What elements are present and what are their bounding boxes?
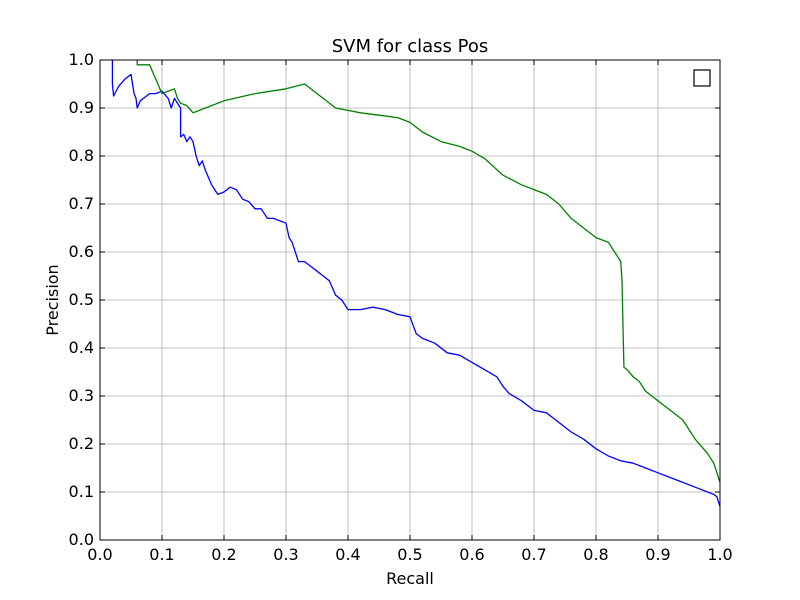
legend-box: [693, 69, 711, 87]
x-tick-label: 0.7: [521, 545, 546, 564]
y-tick-label: 0.2: [69, 434, 94, 453]
y-tick-label: 0.0: [69, 530, 94, 549]
y-tick-label: 0.8: [69, 146, 94, 165]
y-tick-label: 0.6: [69, 242, 94, 261]
series-line-blue: [111, 60, 721, 507]
y-tick-label: 0.5: [69, 290, 94, 309]
x-tick-label: 1.0: [707, 545, 732, 564]
y-tick-label: 0.4: [69, 338, 94, 357]
x-axis-label: Recall: [386, 569, 434, 588]
grid-lines: [99, 59, 721, 541]
axis-ticks: 0.0 0.1 0.2 0.3 0.4 0.5 0.6 0.7 0.8 0.9 1.0 0.0 0.1 0…: [69, 50, 733, 564]
y-axis-label: Precision: [43, 264, 62, 335]
y-tick-label: 1.0: [69, 50, 94, 69]
y-tick-label: 0.9: [69, 98, 94, 117]
y-tick-label: 0.1: [69, 482, 94, 501]
y-tick-label: 0.7: [69, 194, 94, 213]
y-tick-label: 0.3: [69, 386, 94, 405]
x-tick-label: 0.6: [459, 545, 484, 564]
x-tick-label: 0.5: [397, 545, 422, 564]
series-line-green: [136, 60, 721, 483]
series-layer: [111, 60, 721, 507]
x-tick-label: 0.8: [583, 545, 608, 564]
x-tick-label: 0.3: [273, 545, 298, 564]
x-tick-label: 0.0: [87, 545, 112, 564]
x-tick-label: 0.9: [645, 545, 670, 564]
x-tick-label: 0.1: [149, 545, 174, 564]
x-tick-label: 0.2: [211, 545, 236, 564]
chart-title: SVM for class Pos: [332, 36, 488, 57]
x-tick-label: 0.4: [335, 545, 360, 564]
